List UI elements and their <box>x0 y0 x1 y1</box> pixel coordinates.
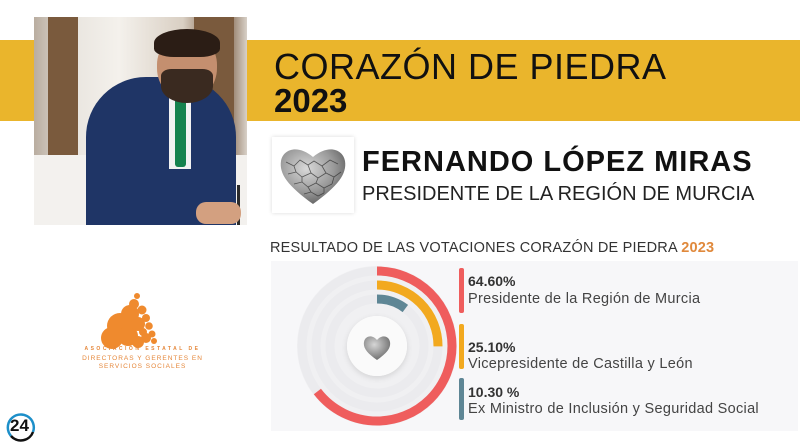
logo-text-line1: ASOCIACIÓN ESTATAL DE <box>84 346 201 352</box>
legend-value: 10.30 % <box>468 384 520 400</box>
legend-label: Presidente de la Región de Murcia <box>468 291 701 307</box>
bar-10-30 <box>325 294 429 398</box>
person-hair <box>154 29 220 57</box>
stone-heart-image <box>272 137 354 213</box>
person-suit <box>86 77 236 225</box>
bar-64-60 <box>297 266 457 426</box>
results-title-year: 2023 <box>681 240 715 256</box>
legend-value: 25.10% <box>468 339 516 355</box>
logo-text-line3: SERVICIOS SOCIALES <box>98 363 187 370</box>
association-logo <box>101 293 157 349</box>
legend-color-bar <box>459 324 464 369</box>
legend-color-bar <box>459 268 464 313</box>
radial-bar-chart <box>297 266 457 426</box>
awardee-name: FERNANDO LÓPEZ MIRAS <box>362 146 753 178</box>
bar-25-10 <box>311 280 443 412</box>
legend-label: Vicepresidente de Castilla y León <box>468 356 693 372</box>
stone-heart-icon <box>280 149 346 204</box>
legend-label: Ex Ministro de Inclusión y Seguridad Soc… <box>468 401 759 417</box>
results-title-text: RESULTADO DE LAS VOTACIONES CORAZÓN DE P… <box>270 240 682 256</box>
watermark-24-logo: 24 <box>5 410 38 443</box>
person-hands <box>196 202 241 224</box>
awardee-photo <box>34 17 247 225</box>
watermark-ring-icon <box>6 413 36 442</box>
results-title: RESULTADO DE LAS VOTACIONES CORAZÓN DE P… <box>270 240 714 256</box>
person-beard <box>161 69 213 103</box>
person-tie <box>175 89 186 167</box>
background-column <box>48 17 78 162</box>
watermark-text: 24 <box>10 416 29 435</box>
logo-text-line2: DIRECTORAS Y GERENTES EN <box>82 355 203 362</box>
awardee-role: PRESIDENTE DE LA REGIÓN DE MURCIA <box>362 183 755 205</box>
legend-color-bar <box>459 378 464 420</box>
legend-value: 64.60% <box>468 273 516 289</box>
award-title: CORAZÓN DE PIEDRA <box>274 46 667 87</box>
center-heart-icon <box>363 336 391 360</box>
award-year: 2023 <box>274 82 348 119</box>
